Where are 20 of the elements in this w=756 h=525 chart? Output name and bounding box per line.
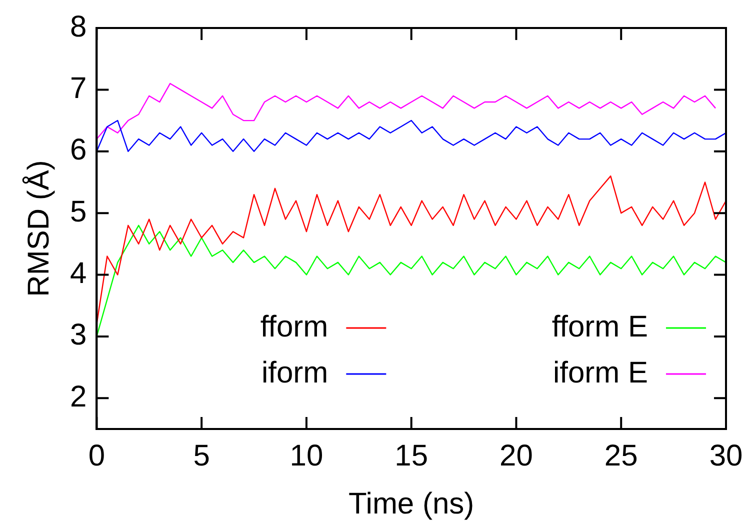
y-tick-label: 7: [70, 72, 87, 105]
y-tick-label: 2: [70, 380, 87, 414]
x-tick-label: 0: [88, 439, 106, 472]
x-tick-label: 25: [604, 439, 638, 472]
legend-label: iform: [262, 356, 328, 390]
x-tick-label: 15: [394, 439, 428, 472]
x-tick-label: 30: [709, 439, 743, 472]
y-tick-label: 8: [70, 10, 87, 44]
legend-label: fform E: [552, 310, 648, 344]
y-tick-label: 5: [70, 195, 87, 228]
legend-label: iform E: [552, 356, 648, 390]
legend-label: fform: [260, 310, 328, 344]
x-tick-label: 5: [193, 439, 210, 472]
x-tick-label: 10: [290, 439, 324, 472]
x-axis-title: Time (ns): [348, 487, 474, 520]
y-tick-label: 6: [70, 134, 87, 167]
x-tick-label: 20: [500, 439, 533, 472]
y-tick-label: 4: [70, 257, 87, 290]
y-axis-title: RMSD (Å): [21, 160, 56, 297]
y-tick-label: 3: [70, 318, 87, 352]
